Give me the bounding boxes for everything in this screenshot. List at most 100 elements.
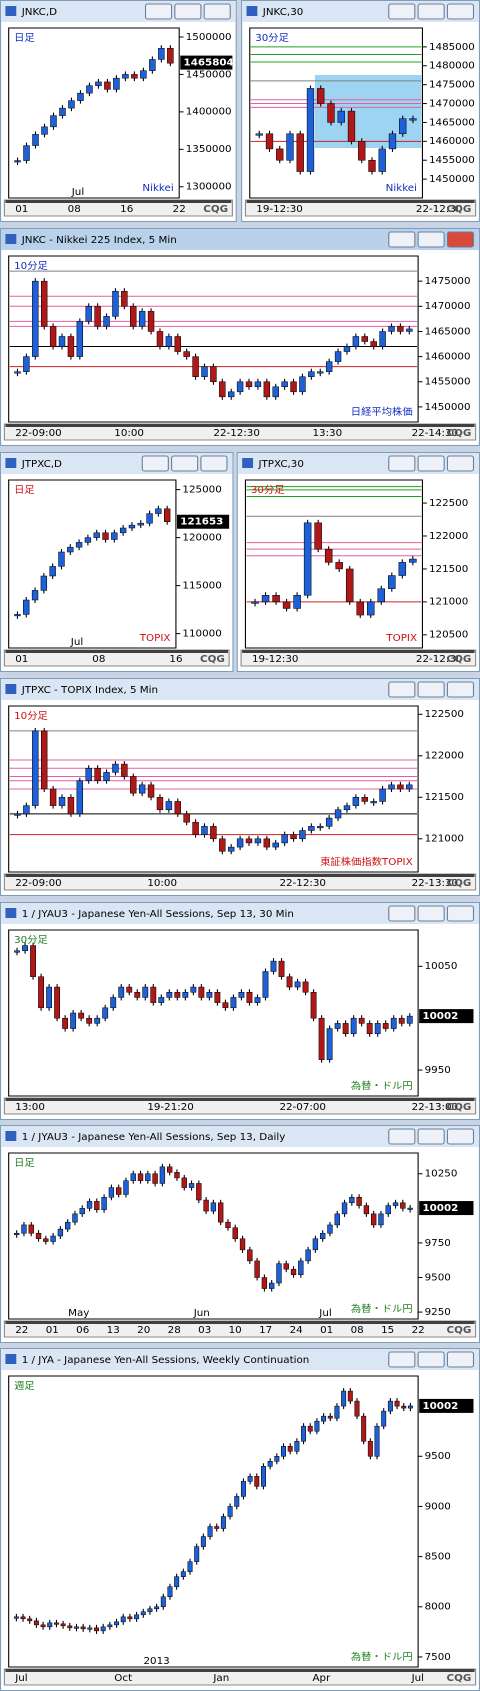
candle (58, 336, 66, 347)
candle (155, 508, 162, 514)
candle (28, 1224, 34, 1234)
candle (164, 508, 171, 522)
candle (263, 838, 271, 848)
x-tick-label: Jan (212, 1673, 229, 1684)
minimize-button[interactable] (388, 681, 416, 698)
candle (142, 986, 149, 998)
minimize-button[interactable] (144, 3, 173, 20)
candle (406, 1015, 413, 1024)
maximize-button[interactable] (417, 1128, 445, 1145)
date-axis-strip (5, 874, 475, 877)
candle (356, 1197, 362, 1206)
title-bar (1, 1126, 479, 1147)
y-tick-label: 120500 (429, 630, 468, 641)
source-label: 為替・ドル円 (351, 1079, 413, 1091)
candle (14, 950, 20, 953)
close-button[interactable] (446, 3, 475, 20)
candle (345, 568, 354, 603)
x-tick-label: Jul (411, 1673, 424, 1684)
window-title: JNKC - Nikkei 225 Index, 5 Min (21, 235, 177, 246)
x-tick-label: 28 (168, 1325, 181, 1336)
candle (40, 280, 48, 327)
maximize-button[interactable] (417, 3, 445, 20)
candle (158, 997, 165, 1003)
candle (390, 1017, 397, 1029)
candle (138, 784, 146, 794)
chart-window: JTPXC,D 110000 115000 120000 125000 121653 日足 T… (0, 452, 234, 672)
candle (363, 1205, 370, 1215)
candle (87, 1627, 93, 1630)
logo: CQG (447, 1325, 472, 1336)
candle (388, 575, 396, 589)
close-button[interactable] (446, 1128, 475, 1145)
candle (378, 1213, 384, 1226)
candle (270, 960, 277, 972)
close-button[interactable] (203, 3, 231, 20)
candle (72, 1213, 78, 1223)
close-button[interactable] (446, 455, 475, 472)
candle (254, 838, 262, 844)
y-tick-label: 1465000 (429, 118, 475, 129)
minimize-button[interactable] (388, 1128, 416, 1145)
minimize-button[interactable] (388, 455, 416, 472)
candle (368, 159, 376, 172)
candle (57, 1228, 64, 1237)
candle (299, 830, 306, 840)
close-button[interactable] (446, 905, 475, 922)
x-tick-label: Oct (114, 1673, 132, 1684)
y-tick-label: 1475000 (425, 276, 471, 287)
maximize-button[interactable] (174, 3, 202, 20)
minimize-button[interactable] (388, 905, 416, 922)
minimize-button[interactable] (141, 455, 169, 472)
candle (108, 1187, 115, 1198)
maximize-button[interactable] (171, 455, 199, 472)
maximize-button[interactable] (417, 455, 445, 472)
close-button[interactable] (446, 681, 475, 698)
candle (188, 1183, 195, 1188)
candle (298, 1260, 304, 1275)
x-tick-label: 16 (169, 654, 182, 665)
candle (84, 537, 92, 543)
candle (174, 801, 181, 815)
minimize-button[interactable] (388, 231, 416, 248)
candle (314, 1420, 320, 1432)
maximize-button[interactable] (417, 231, 445, 248)
candle (58, 797, 66, 806)
minimize-button[interactable] (388, 1351, 416, 1368)
maximize-button[interactable] (417, 1351, 445, 1368)
maximize-button[interactable] (417, 681, 445, 698)
candle (80, 1626, 86, 1630)
period-tag: 10分足 (14, 710, 48, 721)
candle (200, 1536, 206, 1547)
candle (281, 834, 288, 844)
y-tick-label: 1460000 (429, 137, 475, 148)
close-button[interactable] (446, 231, 475, 248)
maximize-button[interactable] (417, 905, 445, 922)
candle (54, 986, 61, 1019)
close-button[interactable] (200, 455, 228, 472)
source-label: 為替・ドル円 (351, 1650, 413, 1662)
candle (123, 1180, 129, 1195)
close-button[interactable] (446, 1351, 475, 1368)
candle (67, 336, 75, 357)
candle (174, 1172, 180, 1179)
candle (302, 981, 309, 993)
window-icon (242, 458, 254, 468)
period-tag: 週足 (14, 1380, 35, 1391)
logo: CQG (203, 204, 228, 215)
y-tick-label: 1300000 (186, 182, 232, 193)
candle (210, 366, 217, 383)
window-icon (5, 1131, 17, 1141)
candle (27, 1618, 33, 1622)
candle (287, 1445, 293, 1452)
candle (160, 1596, 166, 1608)
candle (70, 1012, 77, 1029)
candle (94, 306, 101, 327)
candle (230, 997, 237, 1009)
x-tick-label: Jul (14, 1673, 27, 1684)
candle (251, 601, 259, 604)
minimize-button[interactable] (388, 3, 416, 20)
candle (156, 331, 164, 347)
y-tick-label: 9950 (425, 1065, 451, 1076)
candle (156, 797, 164, 810)
